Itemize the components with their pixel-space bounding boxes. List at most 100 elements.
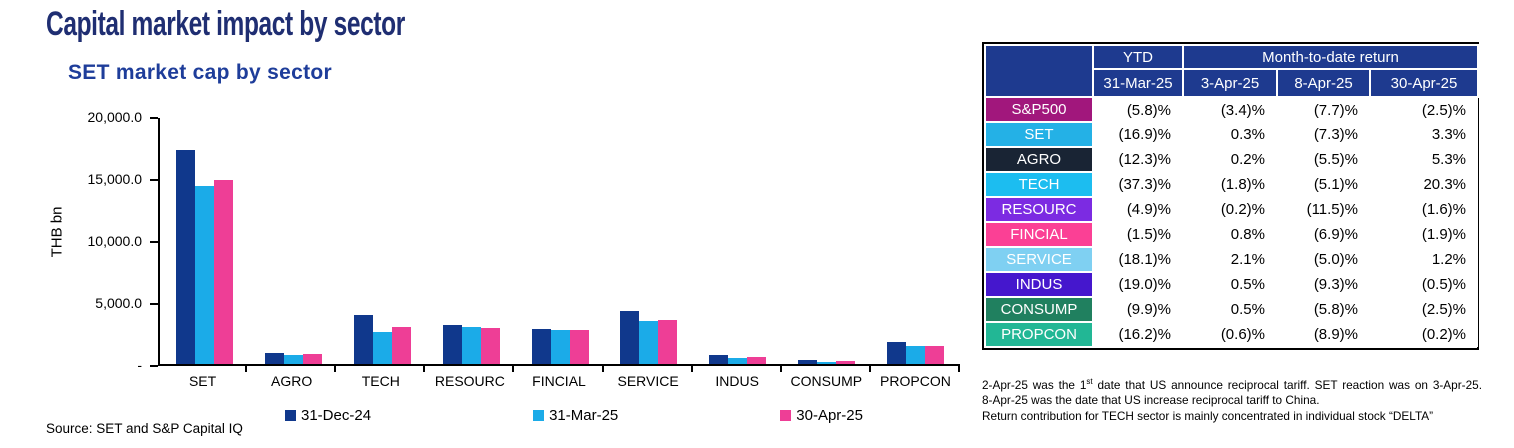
return-value: 20.3% [1370,172,1479,197]
date-header: 30-Apr-25 [1368,68,1480,98]
y-tick-label: 5,000.0 [95,295,142,311]
bar-31-Mar-25 [639,320,659,364]
sector-label: RESOURC [984,196,1094,223]
x-tick-label: TECH [361,373,400,389]
table-row-set: SET (16.9)% 0.3% (7.3)% 3.3% [984,121,1479,148]
sector-label: CONSUMP [984,296,1094,323]
return-value: 0.5% [1183,272,1277,297]
x-tick-label: AGRO [271,373,313,389]
bar-31-Dec-24 [531,328,551,364]
footnotes: 2-Apr-25 was the 1st date that US announ… [982,374,1482,424]
x-tick-label: RESOURC [434,373,505,389]
bar-31-Dec-24 [264,352,284,364]
return-value: (16.2)% [1093,322,1183,347]
bar-30-Apr-25 [391,326,411,364]
source-note: Source: SET and S&P Capital IQ [46,421,243,436]
x-tick-label: PROPCON [880,373,951,389]
bar-31-Mar-25 [817,361,837,364]
return-value: (5.8)% [1277,297,1370,322]
x-tick-mark [604,366,693,372]
y-tick-mark [150,241,158,243]
y-tick-mark [150,365,158,367]
y-tick-label: 10,000.0 [87,233,143,249]
bar-30-Apr-25 [480,327,500,364]
x-tick-label: INDUS [715,373,759,389]
x-tick-label: CONSUMP [790,373,863,389]
bar-30-Apr-25 [747,356,767,364]
legend-swatch [533,410,545,421]
legend-label: 30-Apr-25 [796,407,863,424]
return-value: (5.1)% [1277,172,1370,197]
bar-31-Dec-24 [887,341,907,364]
y-tick-mark [150,117,158,119]
return-value: (2.5)% [1370,97,1479,122]
table-row-propcon: PROPCON (16.2)% (0.6)% (8.9)% (0.2)% [984,321,1479,348]
bar-31-Dec-24 [353,315,373,364]
chart-title: SET market cap by sector [68,61,332,84]
y-axis: 20,000.0 15,000.0 10,000.0 5,000.0 - [40,109,158,373]
return-value: (8.9)% [1277,322,1370,347]
legend-swatch [780,410,792,421]
y-tick-label: 15,000.0 [87,171,143,187]
x-axis-ticks [158,366,960,372]
return-value: (12.3)% [1093,147,1183,172]
x-tick-mark [425,366,515,372]
legend-item-30-Apr-25: 30-Apr-25 [780,407,863,424]
return-value: 0.8% [1183,222,1277,247]
bar-30-Apr-25 [836,361,856,364]
return-value: (18.1)% [1093,247,1183,272]
return-value: 2.1% [1183,247,1277,272]
bar-31-Mar-25 [283,355,303,364]
table-corner-cell [984,44,1094,98]
return-value: (9.3)% [1277,272,1370,297]
bar-31-Mar-25 [550,330,570,364]
x-tick-mark [693,366,782,372]
return-value: (19.0)% [1093,272,1183,297]
table-row-indus: INDUS (19.0)% 0.5% (9.3)% (0.5)% [984,271,1479,298]
bar-group-propcon [871,118,960,364]
bar-31-Dec-24 [175,149,195,364]
x-tick-mark [336,366,426,372]
bar-31-Mar-25 [906,346,926,364]
table-row-agro: AGRO (12.3)% 0.2% (5.5)% 5.3% [984,146,1479,173]
return-value: 1.2% [1370,247,1479,272]
plot-area [158,118,960,366]
footnote-line-1: 2-Apr-25 was the 1st date that US announ… [982,377,1482,392]
sector-label: SERVICE [984,246,1094,273]
table-row-s&p500: S&P500 (5.8)% (3.4)% (7.7)% (2.5)% [984,96,1479,123]
return-value: (37.3)% [1093,172,1183,197]
bar-group-set [160,118,249,364]
bar-31-Mar-25 [372,332,392,364]
bar-31-Dec-24 [798,360,818,364]
legend-label: 31-Dec-24 [301,407,372,424]
footnote-line-2: 8-Apr-25 was the date that US increase r… [982,393,1320,408]
return-value: (16.9)% [1093,122,1183,147]
return-value: (5.8)% [1093,97,1183,122]
y-tick-mark [150,179,158,181]
bar-30-Apr-25 [925,345,945,364]
mtd-header: Month-to-date return [1181,44,1480,70]
bar-group-indus [693,118,782,364]
bar-31-Dec-24 [709,355,729,364]
y-tick-mark [150,303,158,305]
return-value: (0.2)% [1370,322,1479,347]
return-value: (7.3)% [1277,122,1370,147]
x-tick-mark [158,366,248,372]
return-value: (9.9)% [1093,297,1183,322]
x-tick-label: FINCIAL [532,373,586,389]
return-value: (11.5)% [1277,197,1370,222]
return-value: (4.9)% [1093,197,1183,222]
legend-label: 31-Mar-25 [549,407,619,424]
table-row-consump: CONSUMP (9.9)% 0.5% (5.8)% (2.5)% [984,296,1479,323]
table-row-service: SERVICE (18.1)% 2.1% (5.0)% 1.2% [984,246,1479,273]
y-axis-title: THB bn [48,206,66,258]
bar-group-consump [782,118,871,364]
date-header: 31-Mar-25 [1092,68,1184,98]
footnote-line-3: Return contribution for TECH sector is m… [982,408,1434,423]
return-value: (2.5)% [1370,297,1479,322]
date-header: 3-Apr-25 [1182,68,1278,98]
ytd-header: YTD [1092,44,1184,70]
bar-group-agro [249,118,338,364]
bar-row [160,118,960,364]
